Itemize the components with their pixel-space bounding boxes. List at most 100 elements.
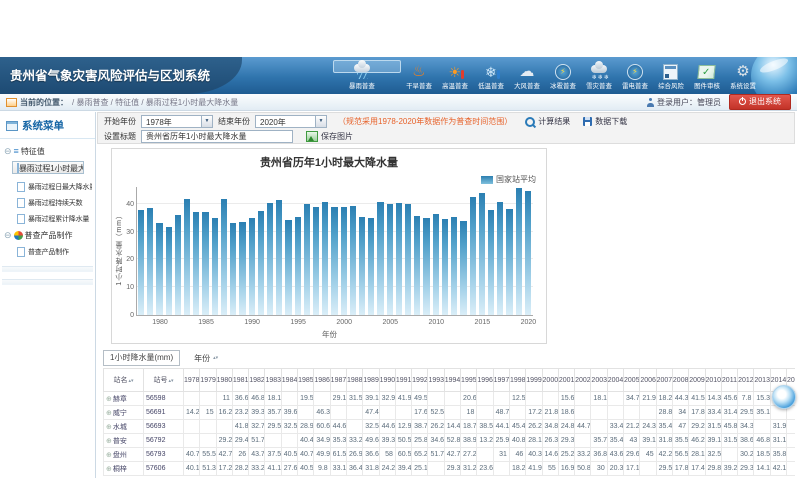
value-cell: 35.7 bbox=[590, 433, 608, 448]
year-group-filter[interactable]: 年份 ▴▾ bbox=[194, 353, 219, 363]
column-year-2009: 2009 bbox=[688, 368, 706, 392]
nav-item-rainstorm[interactable]: 暴雨普查 bbox=[333, 60, 401, 90]
value-cell bbox=[427, 461, 445, 476]
expand-icon[interactable]: ⊕ bbox=[106, 395, 112, 403]
station-name-cell[interactable]: ⊕盘州 bbox=[103, 447, 144, 462]
column-year-1999: 1999 bbox=[525, 368, 543, 392]
sidebar-item-duration-days[interactable]: 暴雨过程持续天数 bbox=[14, 196, 93, 210]
column-year-2002: 2002 bbox=[574, 368, 592, 392]
chart-title-input[interactable] bbox=[141, 130, 293, 143]
value-cell: 46 bbox=[508, 447, 527, 462]
nav-item-high-temp[interactable]: ☀ 高温普查 bbox=[437, 60, 473, 93]
column-year-2000: 2000 bbox=[541, 368, 559, 392]
y-tick-label: 20 bbox=[126, 256, 134, 264]
station-name-cell[interactable]: ⊕水城 bbox=[103, 419, 144, 434]
sort-icon[interactable]: ▴▾ bbox=[213, 355, 219, 361]
value-cell bbox=[313, 391, 331, 406]
bar-1983 bbox=[184, 198, 191, 315]
station-name-cell[interactable]: ⊕威宁 bbox=[103, 405, 144, 420]
nav-item-lightning[interactable]: ⚡ 雷电普查 bbox=[617, 60, 653, 93]
value-cell: 42.1 bbox=[769, 461, 787, 476]
value-cell bbox=[345, 405, 364, 420]
nav-item-hail[interactable]: ⚡ 冰雹普查 bbox=[545, 60, 581, 93]
expand-icon[interactable]: ⊕ bbox=[106, 423, 112, 431]
value-cell: 27.2 bbox=[460, 447, 478, 462]
nav-item-snow[interactable]: ❄❄❄ 雪灾普查 bbox=[581, 60, 617, 93]
collapse-icon[interactable]: ⊖ bbox=[4, 230, 12, 240]
logout-button[interactable]: 退出系统 bbox=[729, 94, 791, 110]
chevron-down-icon[interactable]: ▼ bbox=[201, 116, 212, 127]
breadcrumb-label: 当前的位置： bbox=[20, 97, 68, 107]
value-cell: 35.5 bbox=[671, 433, 690, 448]
value-cell: 47.4 bbox=[362, 405, 380, 420]
x-tick-label: 2010 bbox=[428, 319, 445, 326]
sidebar-item-product-making[interactable]: 普查产品制作 bbox=[14, 245, 93, 259]
expand-icon[interactable]: ⊕ bbox=[106, 465, 112, 473]
sidebar-group-product-making[interactable]: ⊖ 普查产品制作 bbox=[4, 230, 73, 240]
bar-2019 bbox=[515, 188, 522, 315]
value-cell bbox=[280, 433, 299, 448]
value-cell bbox=[182, 391, 201, 406]
download-button[interactable]: 数据下载 bbox=[583, 116, 627, 127]
value-cell bbox=[753, 419, 771, 434]
nav-item-composite-risk[interactable]: 综合风险 bbox=[653, 60, 689, 93]
column-year-2007: 2007 bbox=[655, 368, 673, 392]
legend-swatch bbox=[481, 175, 493, 184]
x-axis-label: 年份 bbox=[322, 330, 337, 339]
sidebar-title: 系统菜单 bbox=[0, 112, 95, 139]
column-year-2012: 2012 bbox=[737, 368, 755, 392]
station-name-cell[interactable]: ⊕赫章 bbox=[103, 391, 144, 406]
chevron-down-icon[interactable]: ▼ bbox=[315, 116, 326, 127]
end-year-select[interactable]: 2020年 ▼ bbox=[255, 115, 327, 128]
x-tick-label: 2005 bbox=[382, 319, 399, 326]
sort-icon[interactable]: ▴▾ bbox=[168, 378, 174, 384]
station-name-cell[interactable]: ⊕桐梓 bbox=[103, 461, 144, 476]
value-cell: 51.7 bbox=[427, 447, 445, 462]
value-cell: 25.2 bbox=[557, 447, 576, 462]
column-year-2010: 2010 bbox=[704, 368, 722, 392]
save-image-button[interactable]: 保存图片 bbox=[306, 131, 353, 142]
table-row: ⊕桐梓 57606 40.1 51.3 17.2 28.2 33.2 41.1 27.6 40.5… bbox=[103, 461, 795, 476]
nav-item-wind[interactable]: ☁ 大风普查 bbox=[509, 60, 545, 93]
nav-item-map-review[interactable]: ✓ 图件审核 bbox=[689, 60, 725, 93]
expand-icon[interactable]: ⊕ bbox=[106, 409, 112, 417]
value-cell: 29.2 bbox=[688, 419, 706, 434]
value-cell: 31 bbox=[492, 447, 510, 462]
start-year-select[interactable]: 1978年 ▼ bbox=[141, 115, 213, 128]
value-cell: 45.8 bbox=[720, 419, 739, 434]
expand-icon[interactable]: ⊕ bbox=[106, 437, 112, 445]
value-cell: 40.7 bbox=[297, 447, 315, 462]
nav-label: 雷电普查 bbox=[622, 83, 648, 90]
nav-item-settings[interactable]: ⚙ 系统设置 bbox=[725, 60, 761, 93]
value-cell: 11 bbox=[215, 391, 233, 406]
bar-1987 bbox=[220, 198, 228, 315]
sidebar-item-1h-max-precip[interactable]: 暴雨过程1小时最大降水量 bbox=[12, 161, 84, 174]
column-year-1979: 1979 bbox=[199, 368, 217, 392]
nav-item-drought[interactable]: ♨ 干旱普查 bbox=[401, 60, 437, 93]
collapse-icon[interactable]: ⊖ bbox=[4, 146, 12, 156]
sidebar-item-daily-max-precip[interactable]: 暴雨过程日最大降水量 bbox=[14, 180, 93, 194]
calculate-button[interactable]: 计算结果 bbox=[525, 116, 570, 127]
sidebar-item-cumulative-precip[interactable]: 暴雨过程累计降水量 bbox=[14, 212, 93, 226]
nav-item-low-temp[interactable]: ❄ 低温普查 bbox=[473, 60, 509, 93]
earth-globe-image bbox=[751, 57, 797, 94]
expand-icon[interactable]: ⊕ bbox=[106, 451, 112, 459]
floating-plugin-icon[interactable] bbox=[772, 385, 796, 409]
column-year-1994: 1994 bbox=[443, 368, 462, 392]
value-cell: 16.2 bbox=[215, 405, 233, 420]
chart-legend[interactable]: 国家站平均 bbox=[481, 174, 536, 185]
station-name-cell[interactable]: ⊕普安 bbox=[103, 433, 144, 448]
value-cell bbox=[329, 405, 347, 420]
value-cell: 26.2 bbox=[427, 419, 445, 434]
sort-icon[interactable]: ▴▾ bbox=[128, 378, 134, 384]
x-tick-label: 2000 bbox=[336, 319, 352, 326]
value-cell: 33.2 bbox=[574, 447, 592, 462]
column-station[interactable]: 站名▴▾ bbox=[103, 368, 144, 392]
sidebar-group-feature-values[interactable]: ⊖ ≡ 特征值 bbox=[4, 146, 45, 157]
map-review-icon: ✓ bbox=[697, 64, 717, 79]
column-station-id[interactable]: 站号▴▾ bbox=[143, 368, 184, 392]
measure-filter[interactable]: 1小时降水量(mm) bbox=[103, 350, 181, 366]
value-cell: 33.2 bbox=[248, 461, 266, 476]
y-axis-label: 1小时降水量（mm） bbox=[116, 211, 123, 286]
